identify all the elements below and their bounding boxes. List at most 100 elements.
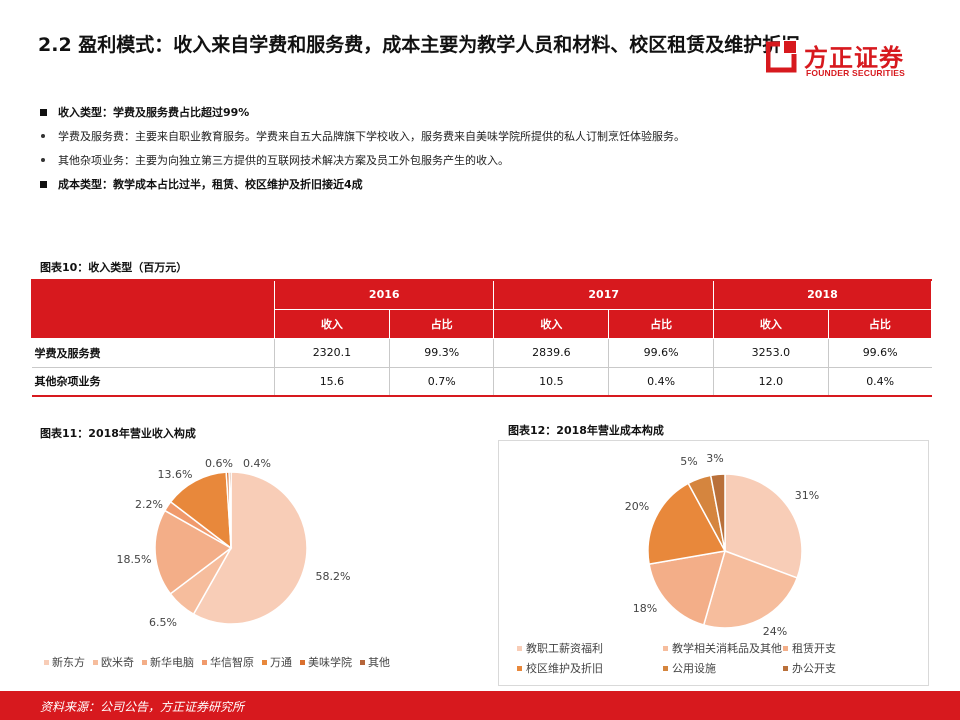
summary-bullets: 收入类型：学费及服务费占比超过99% 学费及服务费：主要来自职业教育服务。学费来… xyxy=(40,100,920,196)
square-bullet-icon xyxy=(40,180,47,188)
cost-pie-chart: 31% 24% 18% 20% 5% 3% xyxy=(625,452,819,638)
table-row: 其他杂项业务 15.6 0.7% 10.5 0.4% 12.0 0.4% xyxy=(31,366,932,397)
source-note: 资料来源：公司公告，方正证券研究所 xyxy=(40,700,245,714)
legend-label: 教职工薪资福利 xyxy=(526,642,603,655)
col-header-revenue: 收入 xyxy=(274,308,390,339)
legend-item: 华信智原 xyxy=(202,654,254,670)
pie-slice-3 xyxy=(154,509,233,595)
legend-label: 美味学院 xyxy=(308,656,352,669)
logo-text-en: FOUNDER SECURITIES xyxy=(806,68,905,78)
pie-slice-2 xyxy=(702,550,799,629)
revenue-pie-legend: 新东方 欧米奇 新华电脑 华信智原 万通 美味学院 其他 xyxy=(44,654,398,670)
col-header-share: 占比 xyxy=(608,308,714,339)
year-header: 2017 xyxy=(493,279,714,310)
legend-label: 公用设施 xyxy=(672,662,716,675)
pie-data-label: 18% xyxy=(633,602,657,615)
chart-title-cost: 图表12：2018年营业成本构成 xyxy=(508,424,664,437)
legend-item: 新华电脑 xyxy=(142,654,194,670)
legend-swatch xyxy=(262,659,267,665)
table-cell: 99.6% xyxy=(827,337,932,367)
revenue-pie-chart: 58.2% 6.5% 18.5% 2.2% 13.6% 0.6% 0.4% xyxy=(117,457,351,629)
revenue-pie-panel: 58.2% 6.5% 18.5% 2.2% 13.6% 0.6% 0.4% xyxy=(31,440,436,684)
table-cell: 2320.1 xyxy=(274,337,390,367)
page-title: 2.2 盈利模式：收入来自学费和服务费，成本主要为教学人员和材料、校区租赁及维护… xyxy=(38,34,801,56)
legend-swatch xyxy=(783,645,788,651)
legend-swatch xyxy=(783,665,788,671)
bullet-misc: 其他杂项业务：主要为向独立第三方提供的互联网技术解决方案及员工外包服务产生的收入… xyxy=(40,148,920,172)
founder-logo-icon xyxy=(766,40,800,73)
legend-swatch xyxy=(663,645,668,651)
table-cell: 0.4% xyxy=(608,366,714,397)
pie-data-label: 5% xyxy=(680,455,697,468)
legend-item: 公用设施 xyxy=(663,660,716,676)
table-cell: 0.7% xyxy=(388,366,494,397)
pie-data-label: 3% xyxy=(706,452,723,465)
year-header: 2016 xyxy=(273,279,495,310)
pie-slice-3 xyxy=(648,550,727,626)
legend-item: 租赁开支 xyxy=(783,640,836,656)
pie-data-label: 18.5% xyxy=(117,553,152,566)
legend-label: 其他 xyxy=(368,656,390,669)
table-cell: 15.6 xyxy=(274,366,390,397)
col-header-revenue: 收入 xyxy=(712,308,829,339)
legend-swatch xyxy=(142,659,147,665)
year-header: 2018 xyxy=(712,279,933,310)
col-header-revenue: 收入 xyxy=(493,308,610,339)
pie-data-label: 58.2% xyxy=(316,570,351,583)
bullet-cost-type: 成本类型：教学成本占比过半，租赁、校区维护及折旧接近4成 xyxy=(40,172,920,196)
logo-text-cn: 方正证券 xyxy=(804,44,904,72)
square-bullet-icon xyxy=(40,108,47,116)
legend-swatch xyxy=(663,665,668,671)
pie-slice-6 xyxy=(709,473,726,552)
legend-swatch xyxy=(202,659,207,665)
legend-swatch xyxy=(300,659,305,665)
dot-bullet-icon xyxy=(41,158,45,162)
bullet-text: 收入类型：学费及服务费占比超过99% xyxy=(58,106,250,119)
table-cell: 3253.0 xyxy=(712,337,829,367)
pie-data-label: 6.5% xyxy=(149,616,177,629)
col-header-share: 占比 xyxy=(827,308,933,339)
legend-swatch xyxy=(517,665,522,671)
legend-item: 新东方 xyxy=(44,654,85,670)
pie-data-label: 2.2% xyxy=(135,498,163,511)
pie-slice-1 xyxy=(724,473,803,579)
table-cell: 2839.6 xyxy=(493,337,609,367)
legend-item: 办公开支 xyxy=(783,660,836,676)
table-corner xyxy=(31,279,275,339)
legend-label: 万通 xyxy=(270,656,292,669)
pie-slice-1 xyxy=(192,471,308,625)
footer-bar: 资料来源：公司公告，方正证券研究所 xyxy=(0,691,960,720)
bullet-text: 其他杂项业务：主要为向独立第三方提供的互联网技术解决方案及员工外包服务产生的收入… xyxy=(58,154,509,167)
chart-title-revenue: 图表11：2018年营业收入构成 xyxy=(40,427,196,440)
legend-item: 其他 xyxy=(360,654,390,670)
legend-item: 美味学院 xyxy=(300,654,352,670)
table-cell: 0.4% xyxy=(827,366,932,397)
legend-item: 校区维护及折旧 xyxy=(517,660,603,676)
legend-item: 教职工薪资福利 xyxy=(517,640,603,656)
pie-slice-4 xyxy=(647,482,727,565)
legend-label: 欧米奇 xyxy=(101,656,134,669)
pie-data-label: 0.6% xyxy=(205,457,233,470)
legend-swatch xyxy=(44,659,49,665)
table-cell: 12.0 xyxy=(712,366,829,397)
legend-label: 新东方 xyxy=(52,656,85,669)
founder-logo: 方正证券 FOUNDER SECURITIES xyxy=(766,36,926,82)
legend-label: 办公开支 xyxy=(792,662,836,675)
legend-item: 教学相关消耗品及其他 xyxy=(663,640,782,656)
table-cell: 99.6% xyxy=(608,337,714,367)
legend-item: 万通 xyxy=(262,654,292,670)
legend-label: 教学相关消耗品及其他 xyxy=(672,642,782,655)
table-row: 学费及服务费 2320.1 99.3% 2839.6 99.6% 3253.0 … xyxy=(31,337,932,367)
col-header-share: 占比 xyxy=(388,308,495,339)
pie-slice-7 xyxy=(228,471,232,549)
legend-item: 欧米奇 xyxy=(93,654,134,670)
legend-label: 租赁开支 xyxy=(792,642,836,655)
table-cell: 10.5 xyxy=(493,366,609,397)
bullet-text: 学费及服务费：主要来自职业教育服务。学费来自五大品牌旗下学校收入，服务费来自美味… xyxy=(58,130,685,143)
pie-data-label: 0.4% xyxy=(243,457,271,470)
pie-data-label: 20% xyxy=(625,500,649,513)
bullet-text: 成本类型：教学成本占比过半，租赁、校区维护及折旧接近4成 xyxy=(58,178,363,191)
pie-data-label: 13.6% xyxy=(158,468,193,481)
table-title: 图表10：收入类型（百万元） xyxy=(40,261,188,274)
pie-data-label: 24% xyxy=(763,625,787,638)
